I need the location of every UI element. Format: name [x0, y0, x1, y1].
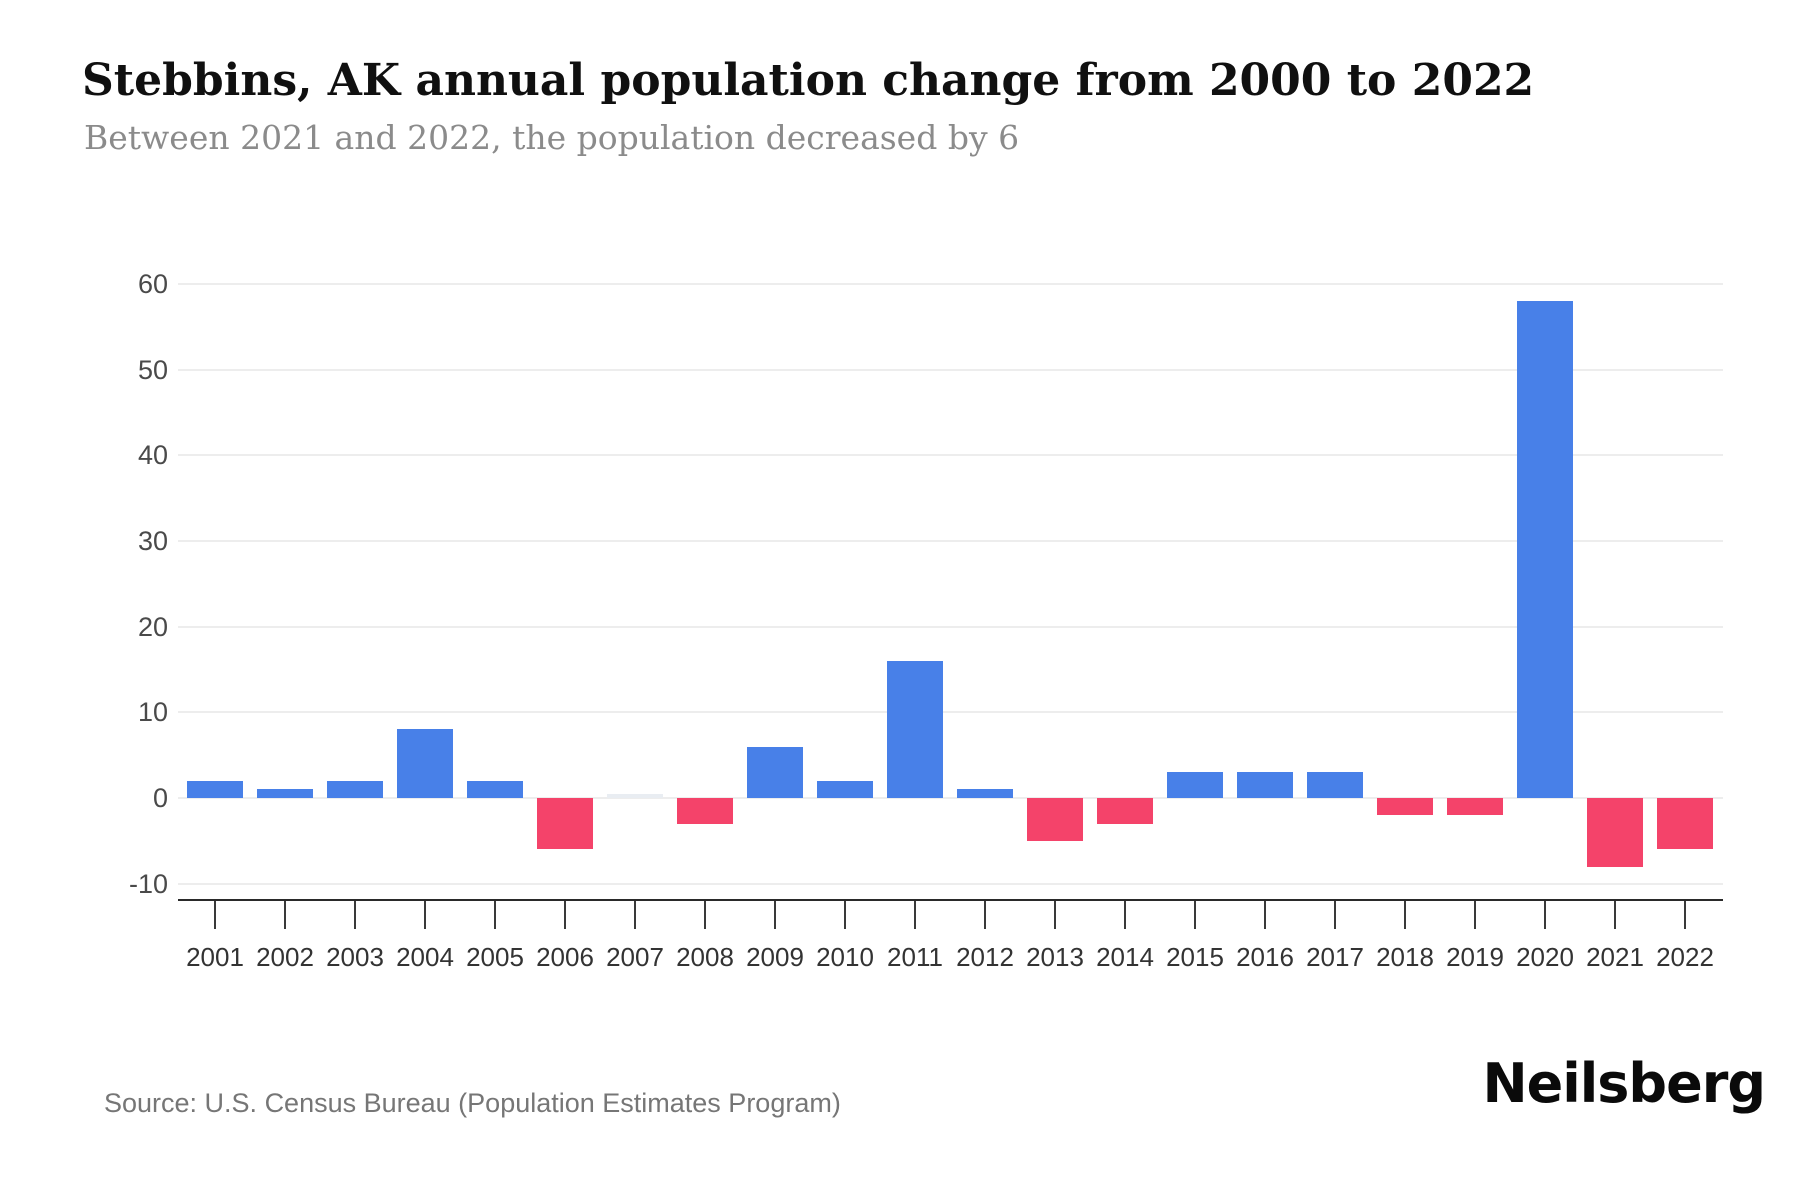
x-axis-tick [634, 901, 636, 929]
x-axis-tick [1124, 901, 1126, 929]
x-axis-tick [984, 901, 986, 929]
bar-2014[interactable] [1097, 798, 1153, 824]
x-axis-line [178, 899, 1723, 901]
bar-2005[interactable] [467, 780, 523, 798]
gridline-y-50 [178, 368, 1723, 371]
chart-subtitle: Between 2021 and 2022, the population de… [84, 118, 1020, 157]
x-axis-tick [564, 901, 566, 929]
x-axis-label-2007: 2007 [606, 942, 664, 972]
bar-2022[interactable] [1657, 798, 1713, 850]
bar-2001[interactable] [187, 780, 243, 798]
x-axis-tick [354, 901, 356, 929]
x-axis-tick [1054, 901, 1056, 929]
y-axis-tick-label: -10 [128, 868, 168, 899]
bar-2017[interactable] [1307, 772, 1363, 798]
x-axis-tick [1264, 901, 1266, 929]
x-axis-label-2013: 2013 [1026, 942, 1084, 972]
bar-2007[interactable] [607, 794, 663, 798]
x-axis-tick [1544, 901, 1546, 929]
bar-2012[interactable] [957, 789, 1013, 798]
bar-2006[interactable] [537, 798, 593, 850]
x-axis-tick [284, 901, 286, 929]
bar-2008[interactable] [677, 798, 733, 824]
bar-2009[interactable] [747, 746, 803, 798]
y-axis-tick-label: 50 [137, 354, 168, 385]
x-axis-tick [424, 901, 426, 929]
bar-2019[interactable] [1447, 798, 1503, 816]
x-axis-tick [844, 901, 846, 929]
gridline-y-10 [178, 711, 1723, 714]
x-axis-tick [1684, 901, 1686, 929]
y-axis-tick-label: 10 [137, 697, 168, 728]
x-axis-label-2005: 2005 [466, 942, 524, 972]
x-axis-label-2018: 2018 [1376, 942, 1434, 972]
x-axis-label-2011: 2011 [887, 942, 943, 972]
y-axis-tick-label: 20 [137, 611, 168, 642]
y-axis-tick-label: 40 [137, 440, 168, 471]
chart-title: Stebbins, AK annual population change fr… [82, 55, 1535, 106]
gridline-y--10 [178, 882, 1723, 885]
x-axis-label-2015: 2015 [1166, 942, 1224, 972]
x-axis-tick [914, 901, 916, 929]
x-axis-tick [1614, 901, 1616, 929]
x-axis-label-2008: 2008 [676, 942, 734, 972]
x-axis-tick [494, 901, 496, 929]
x-axis-tick [1474, 901, 1476, 929]
x-axis-label-2017: 2017 [1306, 942, 1364, 972]
x-axis-label-2021: 2021 [1586, 942, 1644, 972]
bar-2003[interactable] [327, 780, 383, 798]
x-axis-label-2022: 2022 [1656, 942, 1714, 972]
bar-2011[interactable] [887, 660, 943, 798]
x-axis-label-2004: 2004 [396, 942, 454, 972]
x-axis-tick [1334, 901, 1336, 929]
x-axis-label-2006: 2006 [536, 942, 594, 972]
x-axis-label-2009: 2009 [746, 942, 804, 972]
x-axis-label-2003: 2003 [326, 942, 384, 972]
x-axis-label-2002: 2002 [256, 942, 314, 972]
x-axis-label-2012: 2012 [956, 942, 1014, 972]
bar-2004[interactable] [397, 729, 453, 798]
bar-2002[interactable] [257, 789, 313, 798]
bar-2021[interactable] [1587, 798, 1643, 867]
gridline-y-20 [178, 625, 1723, 628]
y-axis-tick-label: 0 [152, 783, 168, 813]
bar-2020[interactable] [1517, 300, 1573, 798]
gridline-y-30 [178, 539, 1723, 542]
x-axis-tick [1404, 901, 1406, 929]
x-axis-tick [1194, 901, 1196, 929]
x-axis-tick [214, 901, 216, 929]
bar-2010[interactable] [817, 780, 873, 798]
gridline-y-40 [178, 454, 1723, 457]
bar-2018[interactable] [1377, 798, 1433, 816]
y-axis-tick-label: 30 [137, 525, 168, 556]
bar-2013[interactable] [1027, 798, 1083, 841]
x-axis-tick [704, 901, 706, 929]
x-axis-label-2019: 2019 [1446, 942, 1504, 972]
bar-2015[interactable] [1167, 772, 1223, 798]
x-axis-label-2010: 2010 [816, 942, 874, 972]
x-axis-label-2020: 2020 [1516, 942, 1574, 972]
bar-2016[interactable] [1237, 772, 1293, 798]
x-axis-label-2014: 2014 [1096, 942, 1154, 972]
x-axis-label-2016: 2016 [1236, 942, 1294, 972]
neilsberg-logo: Neilsberg [1482, 1052, 1766, 1115]
x-axis-tick [774, 901, 776, 929]
gridline-y-60 [178, 282, 1723, 285]
x-axis-label-2001: 2001 [186, 942, 244, 972]
y-axis-tick-label: 60 [137, 268, 168, 299]
source-attribution: Source: U.S. Census Bureau (Population E… [104, 1088, 841, 1118]
gridline-y-0 [178, 797, 1723, 799]
